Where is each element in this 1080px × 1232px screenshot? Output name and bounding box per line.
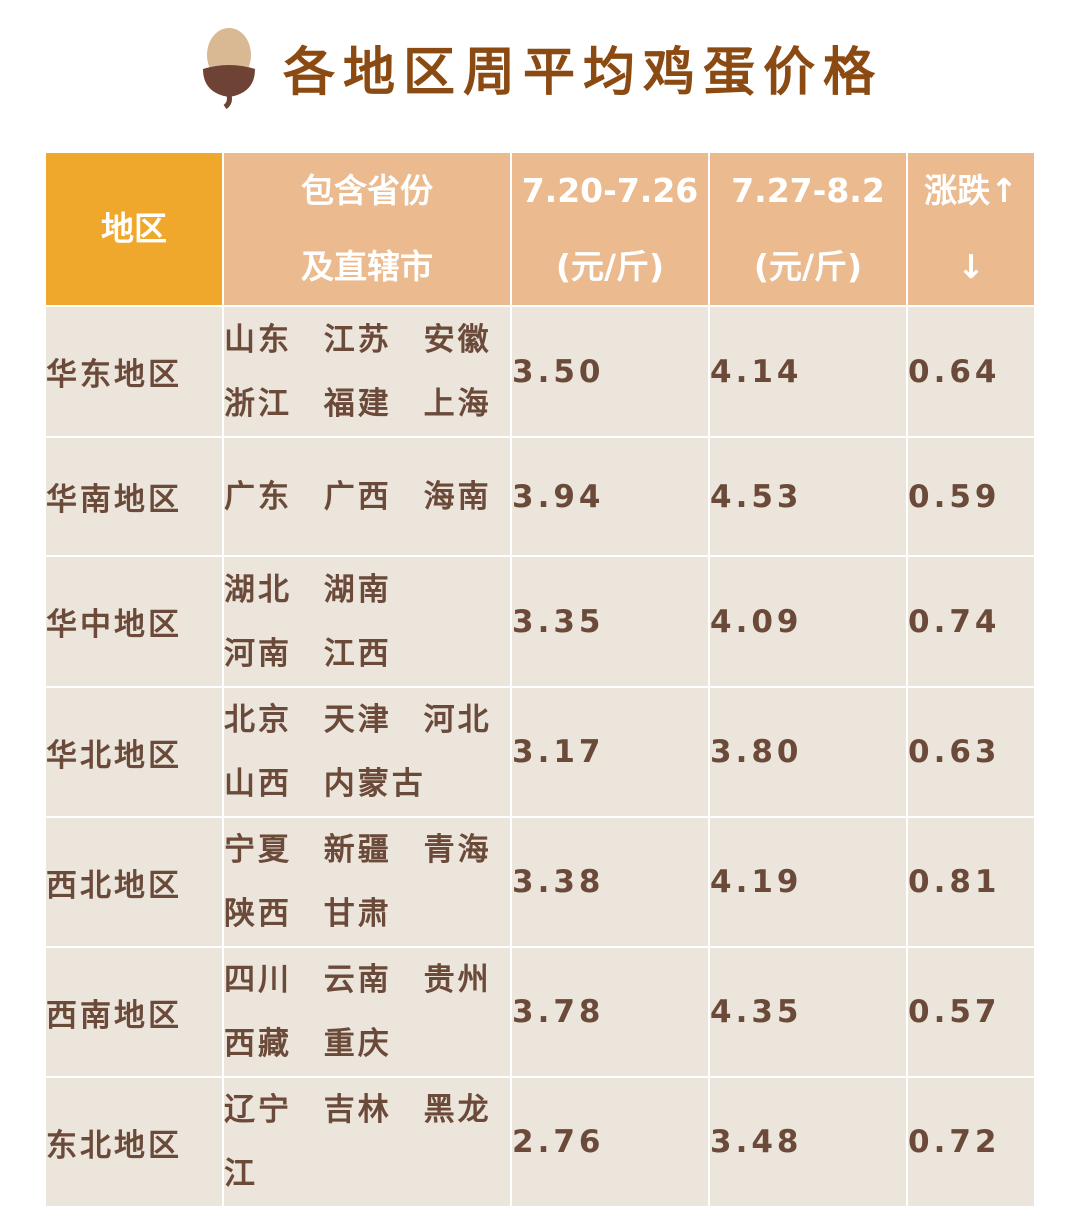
province-line: 广东 广西 海南 (224, 478, 492, 515)
table-row: 西北地区 宁夏 新疆 青海 陕西 甘肃 3.38 4.19 0.81 (46, 818, 1034, 946)
region-cell: 东北地区 (46, 1078, 222, 1206)
change-cell: 0.63 (908, 688, 1034, 816)
header-curr-week: 7.27-8.2 (元/斤) (710, 153, 906, 305)
table-row: 东北地区 辽宁 吉林 黑龙江 2.76 3.48 0.72 (46, 1078, 1034, 1206)
provinces-cell: 四川 云南 贵州 西藏 重庆 (224, 948, 510, 1076)
header-line: (元/斤) (753, 247, 863, 286)
header-region: 地区 (46, 153, 222, 305)
table-row: 华东地区 山东 江苏 安徽 浙江 福建 上海 3.50 4.14 0.64 (46, 307, 1034, 436)
acorn-icon (202, 28, 255, 109)
table-row: 西南地区 四川 云南 贵州 西藏 重庆 3.78 4.35 0.57 (46, 948, 1034, 1076)
table-row: 华中地区 湖北 湖南 河南 江西 3.35 4.09 0.74 (46, 557, 1034, 686)
curr-price-cell: 3.48 (710, 1078, 906, 1206)
region-cell: 西南地区 (46, 948, 222, 1076)
change-cell: 0.64 (908, 307, 1034, 436)
change-cell: 0.57 (908, 948, 1034, 1076)
province-line: 宁夏 新疆 青海 (224, 832, 492, 868)
prev-price-cell: 3.35 (512, 557, 708, 686)
prev-price-cell: 3.17 (512, 688, 708, 816)
curr-price-cell: 4.14 (710, 307, 906, 436)
curr-price-cell: 4.19 (710, 818, 906, 946)
province-line: 浙江 福建 上海 (224, 385, 492, 422)
province-line: 四川 云南 贵州 (224, 962, 492, 998)
egg-price-table: 地区 包含省份及直辖市 7.20-7.26 (元/斤) 7.27-8.2 (元/斤) 涨跌↑… (44, 151, 1036, 1208)
change-cell: 0.72 (908, 1078, 1034, 1206)
header-line: 及直辖市 (301, 247, 433, 286)
page-title: 各地区周平均鸡蛋价格 (282, 42, 883, 103)
provinces-cell: 湖北 湖南河南 江西 (224, 557, 510, 686)
region-cell: 华东地区 (46, 307, 222, 436)
province-line: 河南 江西 (224, 635, 392, 672)
header-line: 7.27-8.2 (731, 171, 885, 210)
province-line: 山西 内蒙古 (224, 766, 426, 802)
region-cell: 华南地区 (46, 438, 222, 555)
province-line: 北京 天津 河北 (224, 702, 492, 738)
header-line: 地区 (101, 209, 167, 248)
change-cell: 0.59 (908, 438, 1034, 555)
region-cell: 华中地区 (46, 557, 222, 686)
header-line: 7.20-7.26 (521, 171, 699, 210)
header-line: (元/斤) (555, 247, 665, 286)
curr-price-cell: 3.80 (710, 688, 906, 816)
prev-price-cell: 3.94 (512, 438, 708, 555)
provinces-cell: 辽宁 吉林 黑龙江 (224, 1078, 510, 1206)
prev-price-cell: 3.38 (512, 818, 708, 946)
provinces-cell: 北京 天津 河北 山西 内蒙古 (224, 688, 510, 816)
header-line: 涨跌↑ (924, 171, 1018, 210)
provinces-cell: 广东 广西 海南 (224, 438, 510, 555)
curr-price-cell: 4.53 (710, 438, 906, 555)
province-line: 陕西 甘肃 (224, 896, 392, 932)
region-cell: 华北地区 (46, 688, 222, 816)
prev-price-cell: 3.50 (512, 307, 708, 436)
province-line: 山东 江苏 安徽 (224, 321, 492, 358)
header-line: 包含省份 (301, 171, 433, 210)
header-change: 涨跌↑ ↓ (908, 153, 1034, 305)
prev-price-cell: 3.78 (512, 948, 708, 1076)
provinces-cell: 山东 江苏 安徽 浙江 福建 上海 (224, 307, 510, 436)
province-line: 辽宁 吉林 黑龙 (224, 1092, 492, 1128)
region-cell: 西北地区 (46, 818, 222, 946)
table-row: 华北地区 北京 天津 河北 山西 内蒙古 3.17 3.80 0.63 (46, 688, 1034, 816)
header-line: ↓ (957, 247, 985, 286)
header-prev-week: 7.20-7.26 (元/斤) (512, 153, 708, 305)
table-row: 华南地区 广东 广西 海南 3.94 4.53 0.59 (46, 438, 1034, 555)
provinces-cell: 宁夏 新疆 青海 陕西 甘肃 (224, 818, 510, 946)
province-line: 江 (224, 1156, 258, 1192)
change-cell: 0.74 (908, 557, 1034, 686)
page-title-bar: 各地区周平均鸡蛋价格 (0, 22, 1080, 112)
curr-price-cell: 4.09 (710, 557, 906, 686)
change-cell: 0.81 (908, 818, 1034, 946)
header-provinces: 包含省份 及直辖市 (224, 153, 510, 305)
prev-price-cell: 2.76 (512, 1078, 708, 1206)
curr-price-cell: 4.35 (710, 948, 906, 1076)
province-line: 西藏 重庆 (224, 1026, 392, 1062)
province-line: 湖北 湖南 (224, 571, 392, 608)
